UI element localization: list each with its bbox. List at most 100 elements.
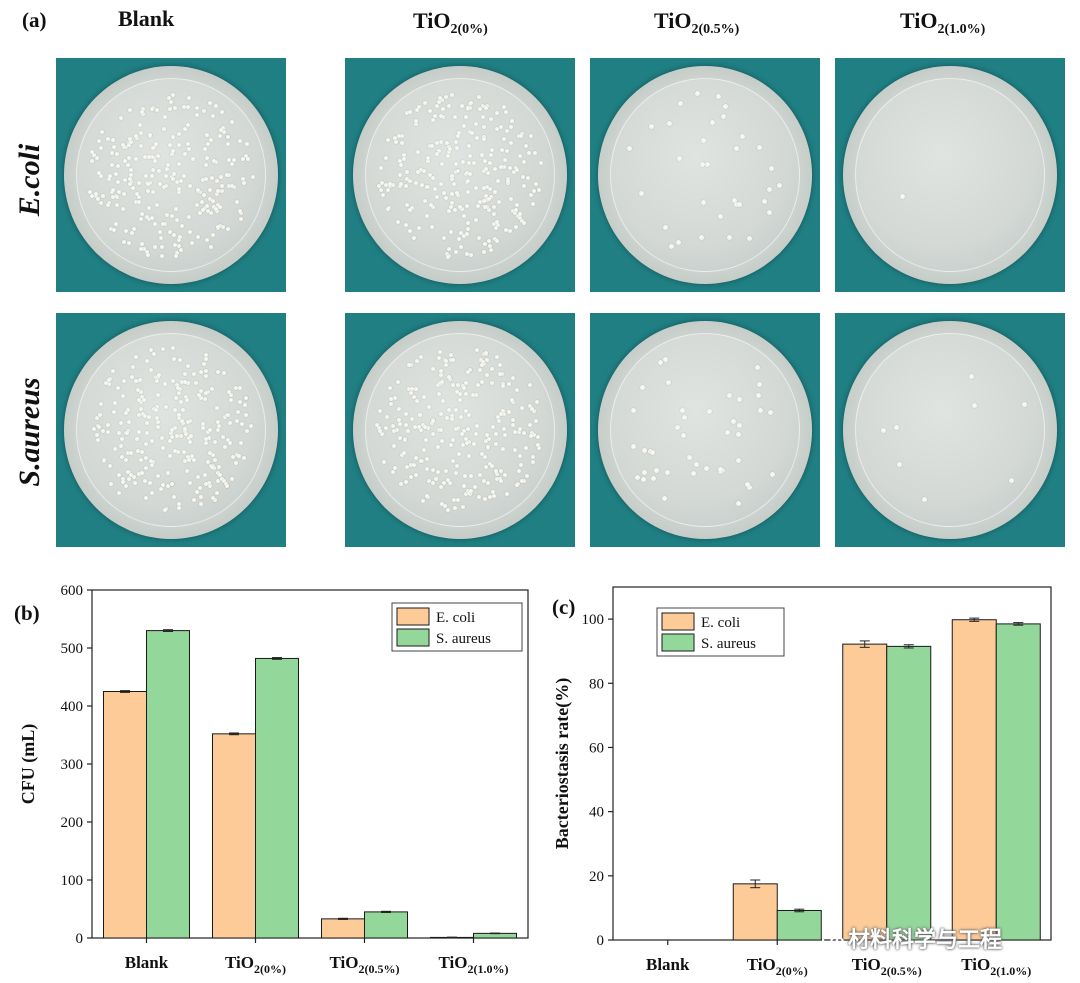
colony [155, 379, 160, 384]
colony [467, 106, 472, 111]
colony [197, 211, 202, 215]
colony [430, 419, 435, 424]
colony [138, 377, 143, 382]
colony [134, 378, 139, 383]
colony [156, 393, 161, 398]
colony [135, 448, 140, 453]
colony [235, 199, 240, 204]
colony [459, 431, 464, 436]
colony [510, 397, 515, 402]
colony [430, 118, 435, 123]
colony [201, 362, 206, 367]
colony [455, 497, 460, 502]
colony [514, 203, 519, 208]
colony [169, 151, 174, 156]
colony [158, 230, 163, 234]
colony [226, 173, 231, 178]
colony [509, 125, 514, 130]
colony [438, 95, 443, 100]
legend: E. coli S. aureus [391, 602, 523, 652]
colony [392, 395, 397, 400]
colony [151, 406, 156, 411]
colony [635, 474, 641, 480]
colony [210, 453, 215, 458]
colony [446, 407, 451, 412]
colony [221, 129, 226, 134]
colony [468, 100, 473, 105]
colony [214, 209, 219, 214]
petri-dish [841, 64, 1059, 286]
colony [466, 370, 471, 375]
legend-swatch [661, 633, 695, 652]
colony [531, 433, 536, 438]
colony [462, 386, 467, 391]
colony [433, 113, 438, 118]
colony [482, 249, 487, 254]
colony [746, 235, 752, 241]
colony [721, 114, 727, 120]
colony [478, 358, 483, 363]
colony [448, 481, 453, 486]
colony [123, 144, 128, 149]
colony [194, 113, 199, 118]
colony [191, 371, 196, 376]
colony [454, 139, 459, 144]
colony [465, 190, 470, 195]
colony [666, 120, 672, 126]
colony [415, 398, 420, 403]
colony [757, 144, 763, 150]
colony [414, 358, 419, 363]
colony [89, 158, 94, 163]
colony [494, 126, 499, 131]
colony [438, 428, 443, 433]
colony [393, 140, 398, 145]
colony [179, 434, 184, 439]
colony [207, 427, 212, 432]
colony [142, 247, 147, 252]
x-tick-label: TiO2(1.0%) [961, 955, 1031, 978]
colony [177, 506, 182, 511]
colony [171, 149, 176, 154]
colony [183, 427, 188, 432]
colony [147, 154, 152, 159]
colony [536, 188, 541, 193]
x-tick-label: TiO2(0%) [747, 955, 808, 978]
colony [466, 179, 471, 184]
colony [430, 481, 435, 486]
colony [445, 153, 450, 158]
colony [479, 152, 484, 157]
colony [435, 151, 440, 156]
colony [490, 464, 495, 469]
colony [134, 136, 139, 141]
colony [226, 413, 231, 418]
colony [407, 386, 412, 391]
colony [500, 148, 505, 153]
colony [465, 440, 470, 445]
colony [408, 474, 413, 479]
colony [176, 415, 181, 420]
colony [380, 432, 385, 437]
colony [128, 182, 133, 187]
colony [498, 476, 503, 481]
colony [491, 211, 496, 216]
colony [473, 393, 478, 398]
colony [155, 474, 160, 479]
colony [488, 152, 493, 157]
colony [494, 477, 499, 482]
colony [413, 473, 418, 478]
colony [514, 387, 519, 392]
colony [514, 167, 519, 172]
colony [467, 144, 472, 149]
colony [718, 467, 724, 473]
colony [422, 448, 427, 453]
colony [897, 461, 903, 467]
colony [737, 201, 743, 207]
colony [385, 137, 390, 142]
colony [493, 189, 498, 194]
colony [95, 432, 100, 437]
colony [187, 457, 192, 462]
colony [408, 463, 413, 468]
colony [449, 204, 454, 209]
colony [203, 391, 208, 396]
bar-saureus-1 [255, 657, 299, 939]
